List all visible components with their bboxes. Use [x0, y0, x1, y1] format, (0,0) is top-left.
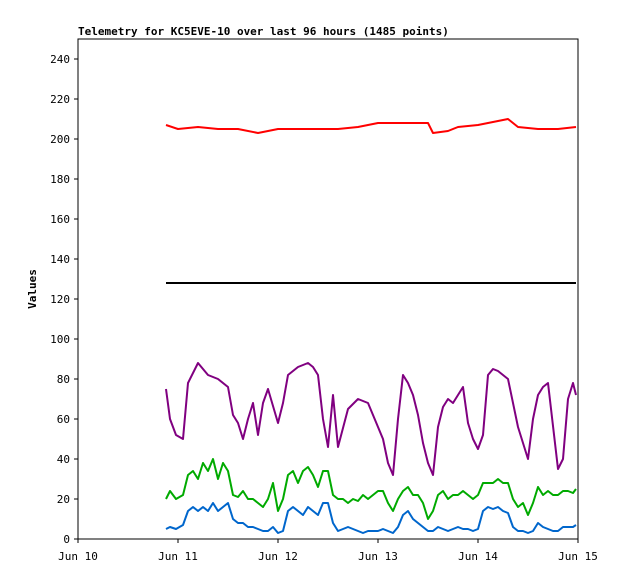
y-tick-label: 0	[63, 533, 70, 546]
series-line-2	[165, 362, 577, 476]
y-tick-label: 40	[57, 453, 70, 466]
y-tick-label: 80	[57, 373, 70, 386]
y-tick-label: 120	[50, 293, 70, 306]
x-tick-label: Jun 14	[458, 550, 498, 563]
x-tick-label: Jun 12	[258, 550, 298, 563]
x-tick-label: Jun 10	[58, 550, 98, 563]
y-tick-label: 240	[50, 53, 70, 66]
y-tick-label: 220	[50, 93, 70, 106]
x-axis: Jun 10 Jun 11 Jun 12 Jun 13 Jun 14 Jun 15	[58, 539, 598, 563]
x-tick-label: Jun 11	[158, 550, 198, 563]
series-line-0	[165, 118, 577, 134]
y-tick-label: 60	[57, 413, 70, 426]
y-axis-label: Values	[26, 269, 39, 309]
series-line-4	[165, 502, 577, 534]
series-line-3	[165, 458, 577, 520]
y-tick-label: 160	[50, 213, 70, 226]
x-tick-label: Jun 13	[358, 550, 398, 563]
y-tick-label: 140	[50, 253, 70, 266]
chart-title: Telemetry for KC5EVE-10 over last 96 hou…	[78, 25, 449, 38]
y-tick-label: 20	[57, 493, 70, 506]
series-layer	[165, 118, 577, 534]
y-tick-label: 100	[50, 333, 70, 346]
y-tick-label: 180	[50, 173, 70, 186]
y-tick-label: 200	[50, 133, 70, 146]
x-tick-label: Jun 15	[558, 550, 598, 563]
y-axis: 0 20 40 60 80 100 120 140 160 180 200 220 240	[50, 53, 78, 546]
plot-frame	[77, 38, 579, 540]
